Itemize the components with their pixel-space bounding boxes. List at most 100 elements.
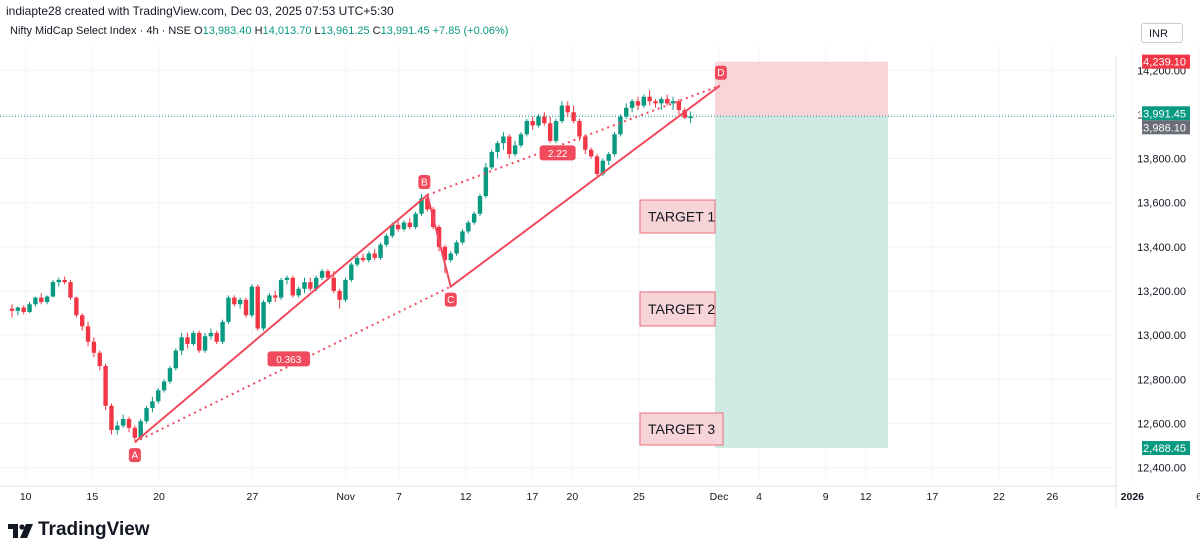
candle <box>103 366 108 406</box>
candle <box>629 101 635 108</box>
candle <box>319 271 325 278</box>
target-annotation-label: TARGET 3 <box>648 421 715 437</box>
target-annotation-box <box>639 291 716 327</box>
time-tick-label: 27 <box>246 491 258 503</box>
time-tick-label: 20 <box>153 491 165 503</box>
time-tick-label: 12 <box>460 491 472 503</box>
candle <box>647 96 652 102</box>
symbol-name: Nifty MidCap Select Index · 4h · NSE <box>10 25 191 37</box>
candle <box>331 277 336 291</box>
candle <box>202 336 208 351</box>
candle <box>600 160 606 175</box>
point-label: D <box>717 68 724 79</box>
candle <box>641 96 646 106</box>
candle <box>120 418 126 426</box>
candle <box>255 286 260 329</box>
candle <box>477 196 483 214</box>
current-price-tag-box <box>1142 106 1190 121</box>
candle <box>156 390 161 402</box>
point-label-box <box>714 65 727 80</box>
candle <box>372 253 377 258</box>
time-tick-label: 12 <box>860 491 872 503</box>
candle <box>150 401 155 408</box>
candle <box>542 116 547 124</box>
candle <box>501 136 506 144</box>
candle <box>214 332 219 342</box>
candle <box>343 279 348 300</box>
candle <box>407 222 412 227</box>
ratio-label-box <box>539 145 576 161</box>
candle <box>337 290 342 300</box>
candle <box>665 98 670 104</box>
high-value: 14,013.70 <box>262 25 312 37</box>
time-tick-label: Nov <box>336 491 355 503</box>
price-tick-label: 13,600.00 <box>1137 198 1186 210</box>
candle <box>489 151 494 168</box>
open-label: O <box>194 25 203 37</box>
low-label: L <box>314 25 321 37</box>
candle <box>390 224 395 236</box>
candle <box>284 277 290 280</box>
time-tick-label: 17 <box>526 491 538 503</box>
candle <box>109 405 114 431</box>
candle <box>571 112 576 122</box>
time-tick-label: 4 <box>756 491 762 503</box>
candle <box>659 98 664 104</box>
candle <box>39 297 44 303</box>
price-tick-label: 13,400.00 <box>1137 242 1186 254</box>
candle <box>419 198 424 214</box>
candle <box>454 242 459 254</box>
candle <box>448 253 453 261</box>
time-tick-label: 10 <box>20 491 32 503</box>
candle <box>360 257 366 261</box>
candle <box>179 337 184 351</box>
candle <box>442 246 448 261</box>
candle <box>261 302 266 329</box>
target-annotation-label: TARGET 1 <box>648 209 715 225</box>
candle <box>413 213 418 227</box>
open-value: 13,983.40 <box>202 25 252 37</box>
candle <box>68 282 73 298</box>
candle <box>471 213 477 223</box>
candle <box>173 350 178 369</box>
target-annotation-box <box>639 412 724 446</box>
stop-price-tag-box <box>1142 54 1190 69</box>
tradingview-brand: TradingView <box>38 519 150 540</box>
candle <box>366 253 372 261</box>
candle <box>577 121 582 137</box>
candle <box>401 222 407 230</box>
stop-loss-zone <box>715 61 888 117</box>
time-tick-label: 9 <box>823 491 829 503</box>
candle <box>536 116 541 126</box>
chart-attribution: indiapte28 created with TradingView.com,… <box>6 4 394 18</box>
candle <box>85 326 91 342</box>
candle <box>44 296 50 303</box>
candle <box>682 110 687 118</box>
candle <box>126 418 132 428</box>
candle <box>618 116 623 135</box>
candle <box>548 123 553 141</box>
currency-button[interactable]: INR <box>1141 23 1183 43</box>
candle <box>349 264 354 280</box>
candle <box>565 105 570 113</box>
target-annotation-box <box>639 199 716 234</box>
candle <box>15 307 21 311</box>
price-tick-label: 12,800.00 <box>1137 374 1186 386</box>
candle <box>138 421 143 438</box>
target-price-tag-box <box>1142 441 1190 456</box>
tradingview-logo-icon <box>8 522 34 544</box>
point-label-box <box>418 174 431 189</box>
candle <box>33 297 38 305</box>
time-tick-label: 22 <box>993 491 1005 503</box>
price-tick-label: 13,800.00 <box>1137 154 1186 166</box>
target-price-tag: 12,488.45 <box>1137 443 1186 455</box>
candle <box>21 307 26 312</box>
candle <box>524 121 529 135</box>
ratio-label: 2.22 <box>548 149 568 160</box>
price-tick-label: 13,000.00 <box>1137 330 1186 342</box>
candle <box>583 136 588 150</box>
change-value: +7.85 (+0.06%) <box>432 25 509 37</box>
bd-extension-line <box>427 84 721 196</box>
symbol-legend: Nifty MidCap Select Index · 4h · NSE O13… <box>10 25 508 37</box>
